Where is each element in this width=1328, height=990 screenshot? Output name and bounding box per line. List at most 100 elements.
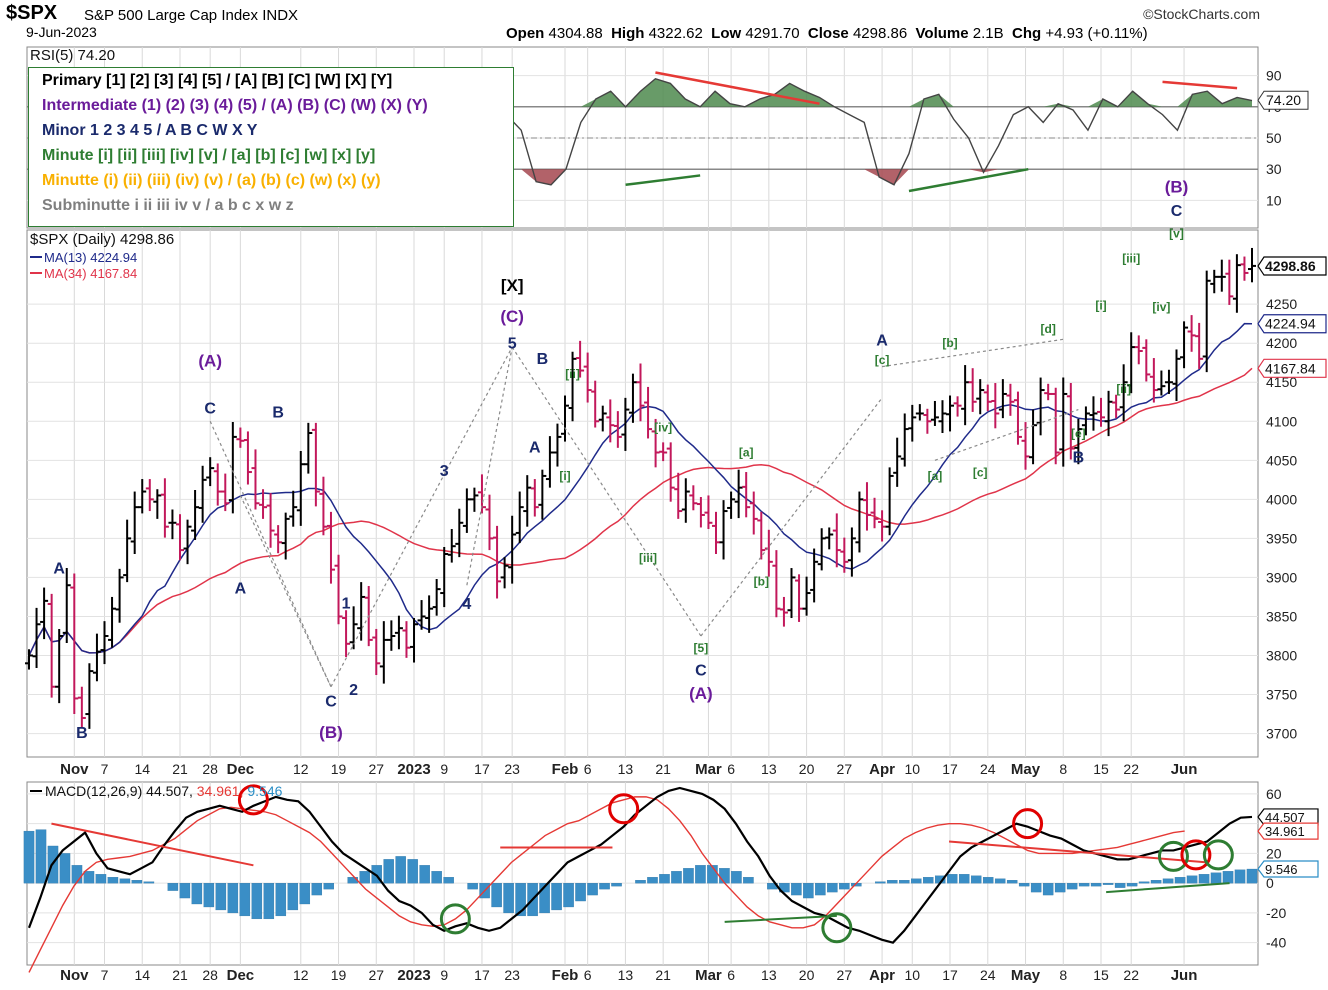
macd-histogram-bar: [119, 878, 131, 884]
price-bar: [644, 386, 653, 439]
price-bar: [1195, 322, 1204, 369]
x-tick-label: Mar: [695, 761, 722, 778]
macd-histogram-bar: [815, 883, 826, 896]
wave-label: [b]: [754, 575, 769, 589]
macd-histogram-bar: [1186, 875, 1198, 884]
x-tick-label: 12: [293, 967, 309, 983]
macd-histogram-bar: [239, 883, 251, 917]
legend-subminutte: Subminutte i ii iii iv v / a b c x w z: [42, 197, 294, 214]
price-bar: [636, 363, 645, 422]
x-tick-label: 27: [368, 761, 384, 777]
macd-histogram-bar: [263, 883, 275, 920]
macd-histogram-bar: [107, 877, 119, 884]
x-tick-label: 17: [942, 967, 958, 983]
price-bar: [221, 473, 230, 512]
price-bar: [930, 400, 939, 426]
macd-histogram-bar: [970, 875, 982, 884]
macd-histogram-bar: [1162, 878, 1174, 884]
macd-histogram-bar: [958, 874, 970, 884]
price-bar: [689, 485, 698, 511]
macd-histogram-bar: [431, 871, 442, 884]
price-bar: [953, 396, 962, 417]
price-bar: [55, 628, 64, 704]
macd-histogram-bar: [1210, 872, 1222, 884]
price-bar: [553, 423, 562, 467]
price-bar: [108, 596, 117, 648]
macd-title-label: MACD(12,26,9): [45, 783, 146, 799]
x-tick-label: 22: [1123, 967, 1139, 983]
x-tick-label: Apr: [869, 967, 895, 984]
wave-label: C: [695, 662, 707, 679]
price-bar: [1142, 339, 1151, 382]
x-tick-label: 24: [980, 761, 996, 777]
wave-label: [a]: [739, 445, 754, 459]
price-y-tick-label: 3700: [1266, 726, 1297, 742]
price-bar: [123, 519, 132, 583]
price-bar: [1097, 397, 1106, 427]
price-bar: [1164, 369, 1173, 394]
price-value-tag-label: 4167.84: [1265, 360, 1316, 376]
macd-histogram-bar: [1066, 883, 1078, 890]
chg-label: Chg: [1011, 25, 1042, 42]
low-label: Low: [711, 25, 742, 42]
macd-histogram-bar: [419, 865, 430, 884]
x-tick-label: 12: [293, 761, 309, 777]
macd-histogram-bar: [791, 883, 802, 896]
macd-bear-cross-circle: [237, 784, 269, 816]
price-bar: [946, 395, 955, 432]
macd-histogram-bar: [287, 883, 299, 911]
wave-trendline: [881, 338, 1064, 368]
wave-label: 2: [349, 682, 358, 699]
macd-bull-cross-circle: [1157, 840, 1189, 872]
chg-value: +4.93 (+0.11%): [1045, 25, 1148, 42]
price-bar: [70, 573, 79, 715]
price-bar: [236, 427, 245, 448]
price-bar: [576, 340, 585, 378]
x-tick-label: Jun: [1171, 761, 1198, 778]
source-credit[interactable]: ©StockCharts.com: [1143, 6, 1260, 22]
macd-title: MACD(12,26,9) 44.507, 34.961, 9.546: [45, 783, 283, 799]
price-bar: [613, 411, 622, 448]
price-bar: [908, 404, 917, 442]
rsi-y-tick-label: 50: [1266, 130, 1282, 146]
wave-label: B: [272, 404, 284, 421]
ma34-line: [28, 367, 1253, 656]
price-y-tick-label: 3900: [1266, 569, 1297, 585]
macd-histogram-bar: [1078, 883, 1090, 887]
price-bar: [976, 379, 985, 415]
x-tick-label: Nov: [60, 761, 89, 778]
price-bar: [727, 491, 736, 519]
price-bar: [326, 511, 335, 584]
rsi-bear-divergence: [655, 71, 820, 105]
chart-date: 9-Jun-2023: [26, 24, 97, 40]
x-tick-label: Jun: [1171, 967, 1198, 984]
price-bar: [402, 621, 411, 658]
x-tick-label: Dec: [227, 761, 255, 778]
rsi-y-tick-label: 90: [1266, 68, 1282, 84]
volume-label: Volume: [915, 25, 969, 42]
x-tick-label: 15: [1093, 761, 1109, 777]
macd-panel-frame: [26, 781, 1259, 966]
wave-label: 5: [508, 336, 517, 353]
price-bar: [266, 493, 275, 548]
macd-value-tag: [1257, 860, 1319, 878]
legend-minutte: Minutte (i) (ii) (iii) (iv) (v) / (a) (b…: [42, 172, 381, 189]
x-tick-label: 14: [134, 761, 150, 777]
price-bar: [795, 574, 804, 622]
price-bar: [1044, 383, 1053, 401]
wave-label: B: [537, 351, 549, 368]
x-tick-label: 7: [101, 761, 109, 777]
wave-legend: Primary [1] [2] [3] [4] [5] / [A] [B] [C…: [28, 67, 514, 227]
x-tick-label: 9: [440, 967, 448, 983]
price-bar: [410, 618, 419, 663]
x-tick-label: Feb: [552, 967, 579, 984]
macd-histogram-bar: [683, 868, 694, 884]
rsi-value-tag-label: 74.20: [1266, 92, 1301, 108]
high-label: High: [611, 25, 645, 42]
price-bar: [704, 495, 713, 530]
price-bar: [991, 383, 1000, 429]
wave-label: B: [1073, 449, 1085, 466]
x-tick-label: 19: [331, 761, 347, 777]
price-bar: [878, 510, 887, 542]
price-bar: [855, 491, 864, 553]
